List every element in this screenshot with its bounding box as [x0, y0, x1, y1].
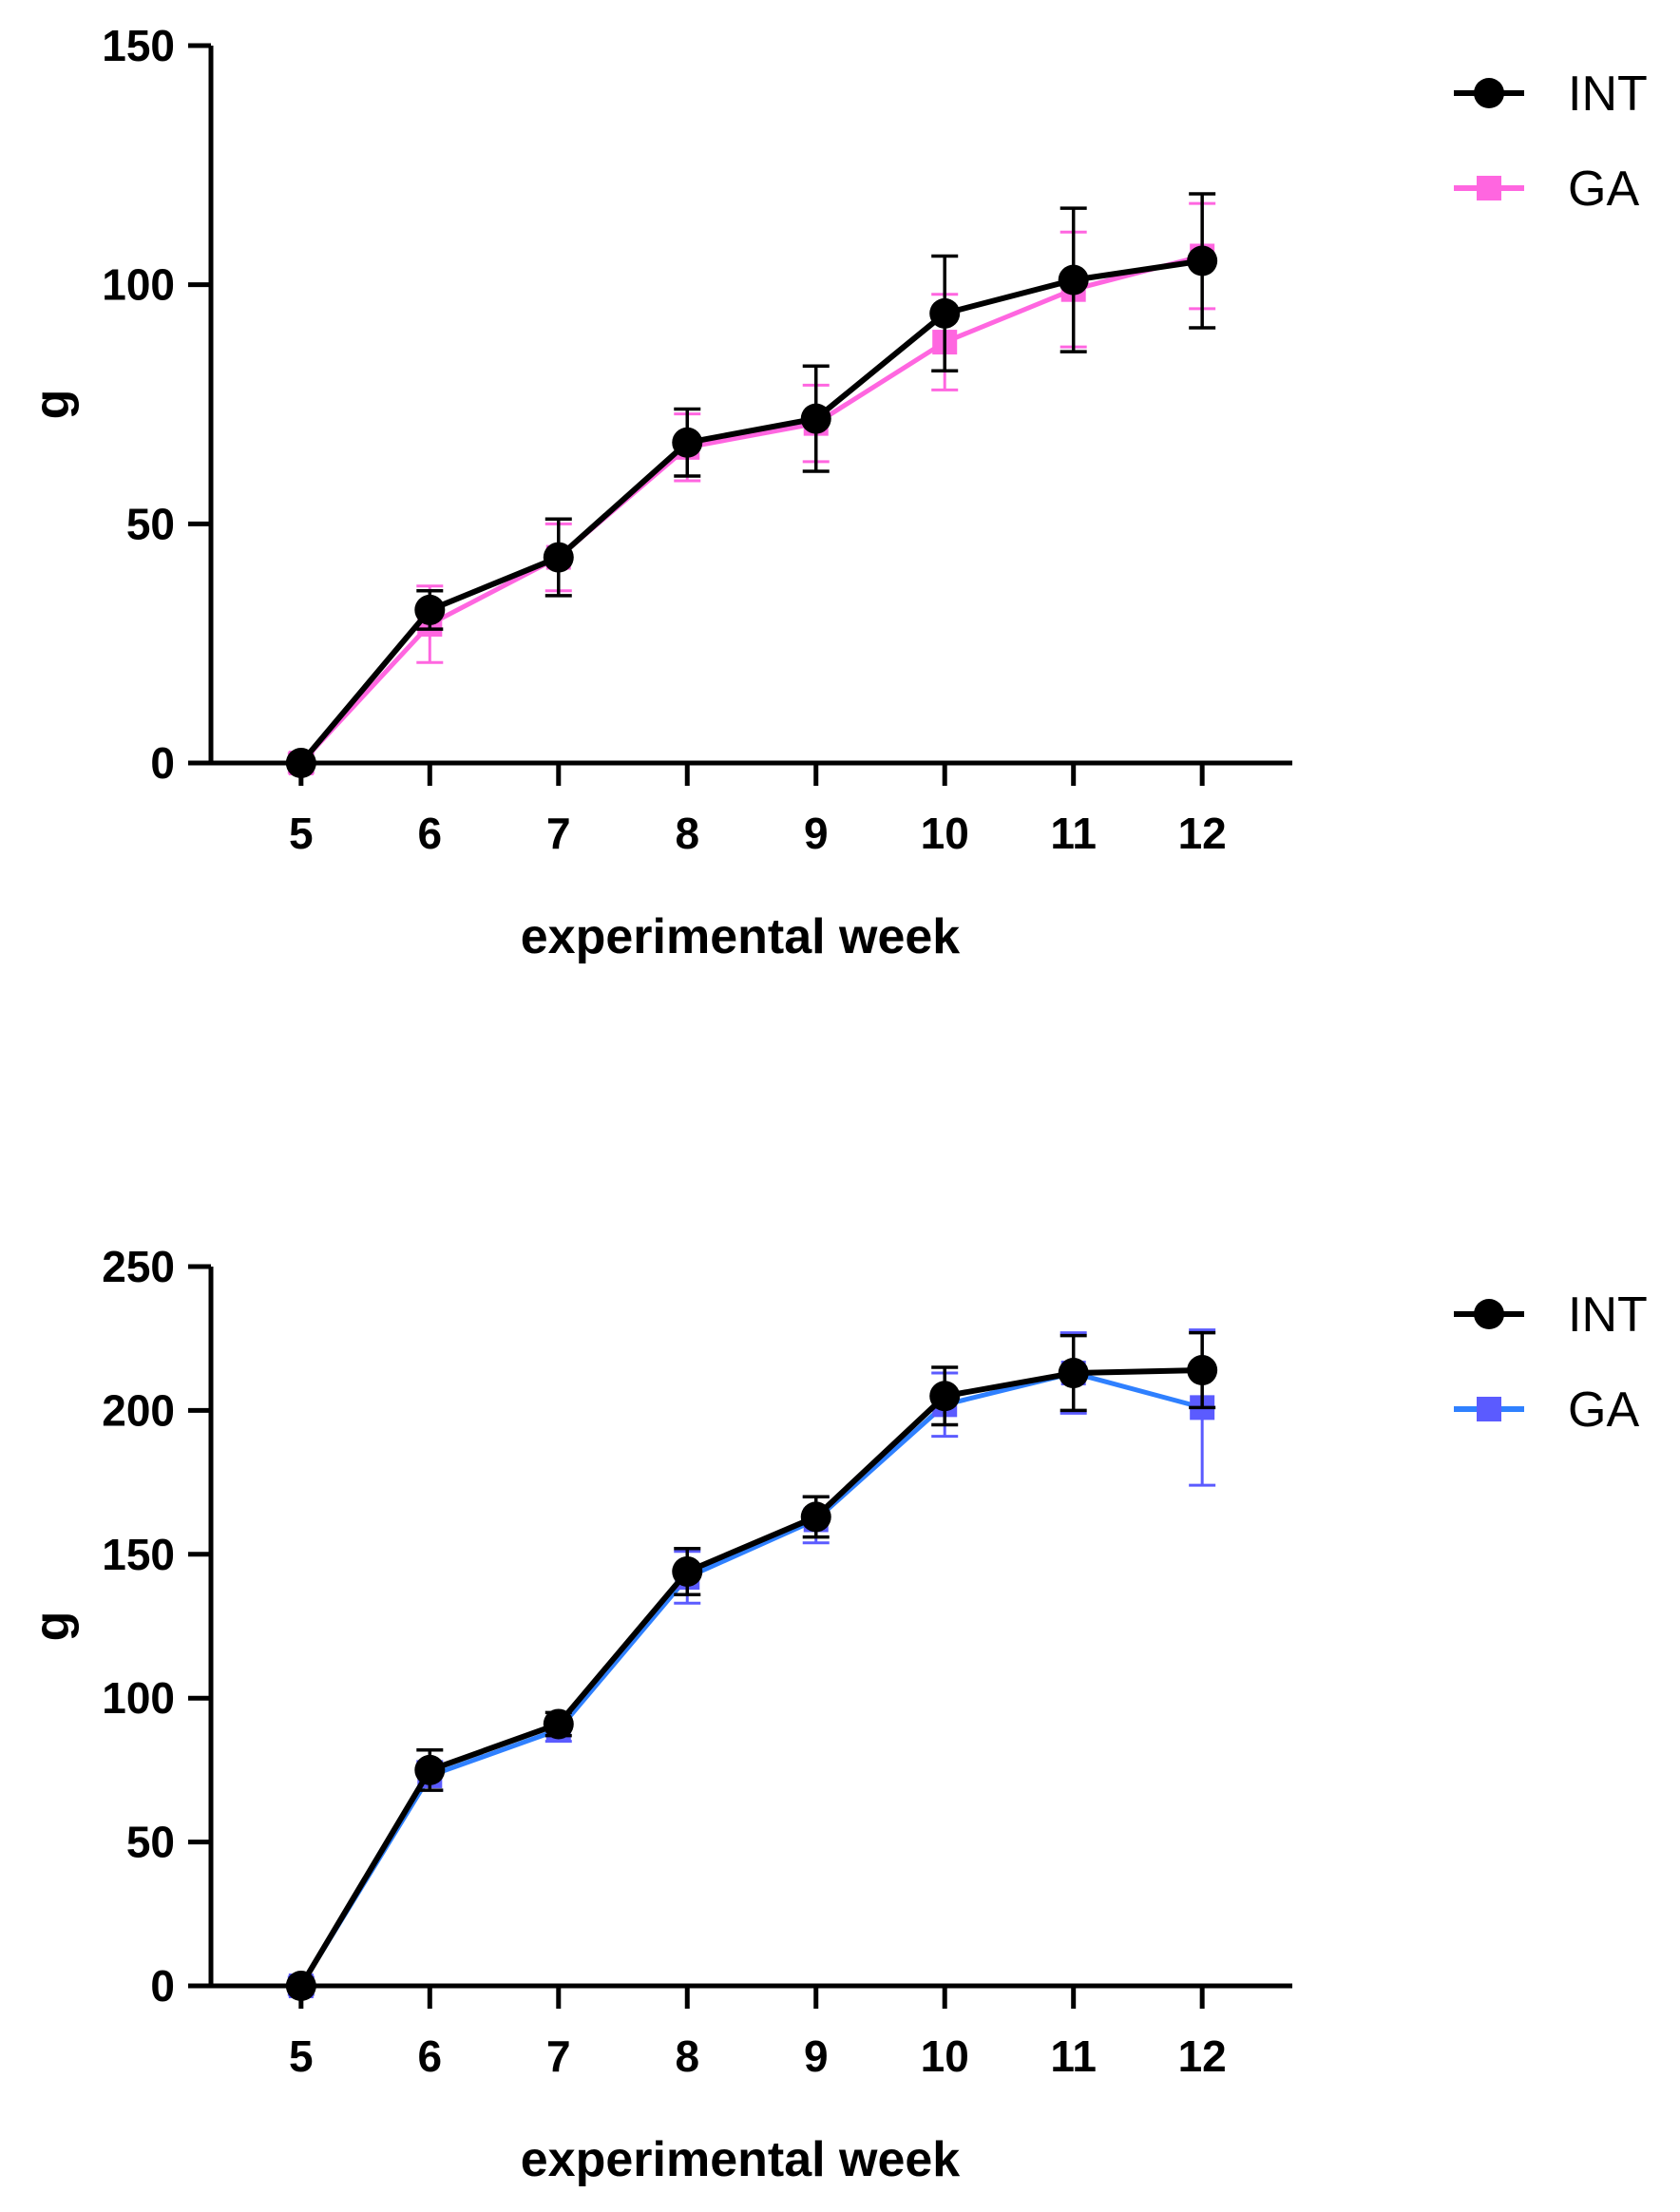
data-point-int — [543, 542, 574, 573]
x-tick-label: 5 — [289, 2031, 314, 2081]
data-point-int — [1187, 245, 1218, 276]
series-int — [285, 1330, 1218, 2001]
y-tick-label: 100 — [102, 260, 175, 310]
x-tick-label: 11 — [1050, 809, 1097, 858]
x-tick-label: 8 — [675, 2031, 699, 2081]
data-point-int — [414, 1754, 446, 1785]
x-tick-label: 12 — [1178, 2031, 1227, 2081]
y-tick-label: 50 — [126, 1818, 175, 1867]
data-point-int — [800, 403, 831, 434]
x-tick-label: 6 — [418, 809, 443, 858]
legend-marker — [1477, 176, 1501, 200]
data-point-int — [285, 748, 316, 778]
legend-item-int: INT — [1454, 67, 1648, 122]
data-point-int — [1058, 264, 1089, 296]
series-int — [285, 192, 1218, 778]
data-point-int — [929, 297, 961, 329]
data-point-int — [929, 1381, 961, 1412]
legend-label: INT — [1568, 1287, 1648, 1343]
series-line-ga — [298, 1370, 1203, 1988]
x-tick-label: 9 — [804, 809, 829, 858]
x-tick-label: 10 — [921, 2031, 969, 2081]
y-tick-label: 150 — [102, 21, 175, 70]
y-tick-label: 150 — [102, 1530, 175, 1579]
legend-item-int: INT — [1454, 1287, 1648, 1343]
data-point-int — [543, 1708, 574, 1740]
legend-item-ga: GA — [1454, 162, 1639, 217]
x-tick-label: 5 — [289, 809, 314, 858]
x-tick-label: 8 — [675, 809, 699, 858]
series-line-int — [298, 1367, 1203, 1988]
data-point-int — [1058, 1358, 1089, 1389]
weight-gain-chart-bottom: 0 50 100 150 200 250 5 6 7 8 9 10 11 12 experimental w… — [25, 1242, 1648, 2187]
legend-label: INT — [1568, 67, 1648, 122]
y-tick-label: 0 — [150, 738, 175, 788]
x-tick-label: 11 — [1050, 2031, 1097, 2081]
data-point-int — [672, 427, 703, 458]
series-ga — [287, 1328, 1216, 1998]
legend-label: GA — [1568, 1382, 1639, 1438]
data-point-int — [414, 594, 446, 625]
series-line-ga — [299, 254, 1203, 765]
y-axis-title: g — [25, 390, 80, 420]
legend-marker — [1477, 1397, 1501, 1421]
data-point-int — [285, 1971, 316, 2001]
data-point-int — [800, 1501, 831, 1533]
y-tick-label: 100 — [102, 1673, 175, 1723]
legend-marker — [1474, 78, 1504, 108]
legend-item-ga: GA — [1454, 1382, 1639, 1438]
x-axis-title: experimental week — [521, 909, 961, 964]
weight-gain-chart-top: 0 50 100 150 5 6 7 8 9 10 11 12 experimental week g IN… — [25, 21, 1648, 964]
legend-label: GA — [1568, 162, 1639, 217]
legend-marker — [1474, 1299, 1504, 1329]
y-tick-label: 200 — [102, 1385, 175, 1435]
x-tick-label: 10 — [921, 809, 969, 858]
x-tick-label: 7 — [546, 2031, 571, 2081]
x-tick-label: 9 — [804, 2031, 829, 2081]
data-point-int — [1187, 1355, 1218, 1386]
y-tick-label: 50 — [126, 499, 175, 548]
data-point-int — [672, 1555, 703, 1587]
y-tick-label: 250 — [102, 1242, 175, 1291]
series-line-int — [298, 257, 1203, 765]
x-tick-label: 7 — [546, 809, 571, 858]
x-axis-title: experimental week — [521, 2132, 961, 2187]
y-tick-label: 0 — [150, 1961, 175, 2011]
y-axis-title: g — [25, 1611, 80, 1642]
x-tick-label: 6 — [418, 2031, 443, 2081]
x-tick-label: 12 — [1178, 809, 1227, 858]
